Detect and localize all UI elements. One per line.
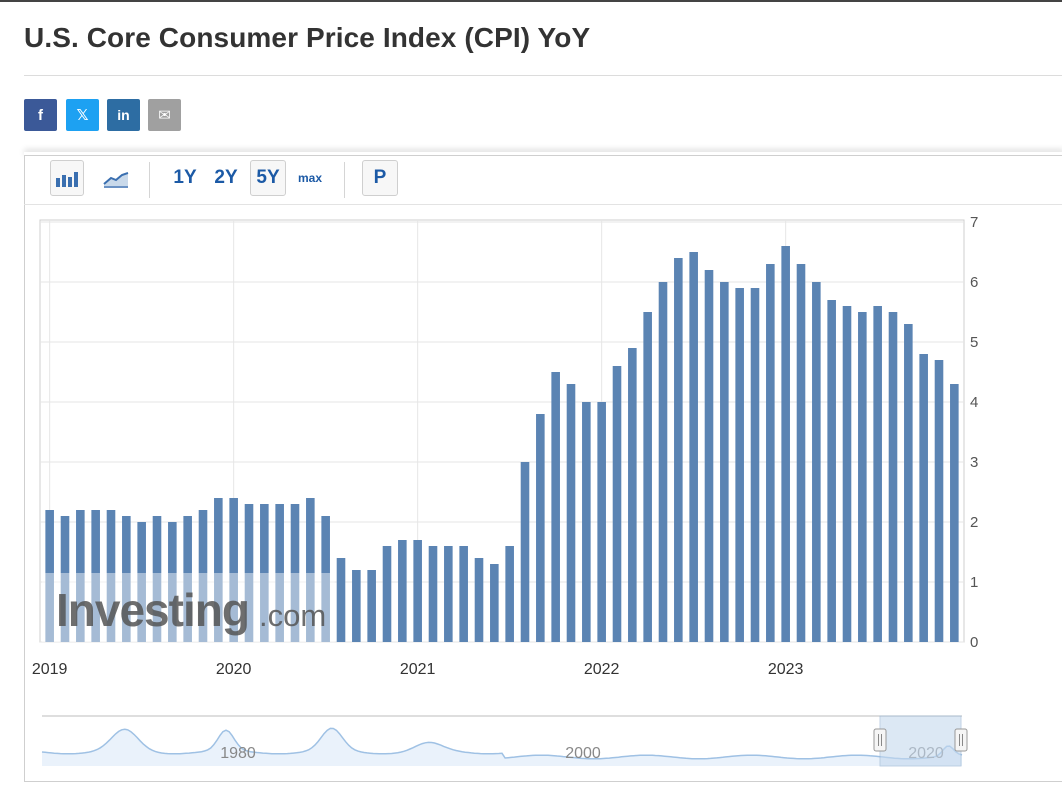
email-share-button[interactable]: ✉ bbox=[148, 99, 181, 131]
top-border bbox=[0, 0, 1062, 2]
chart-toolbar: 1Y 2Y 5Y max P bbox=[24, 156, 1062, 205]
area-chart-button[interactable] bbox=[98, 160, 134, 196]
area-chart-icon bbox=[103, 172, 129, 188]
linkedin-share-button[interactable]: in bbox=[107, 99, 140, 131]
envelope-icon: ✉ bbox=[158, 107, 171, 124]
p-button[interactable]: P bbox=[362, 160, 398, 196]
x-twitter-icon: 𝕏 bbox=[76, 107, 89, 124]
toolbar-separator bbox=[344, 162, 345, 198]
title-divider bbox=[24, 75, 1062, 76]
facebook-share-button[interactable]: f bbox=[24, 99, 57, 131]
bar-chart-icon bbox=[56, 172, 78, 187]
page-title: U.S. Core Consumer Price Index (CPI) YoY bbox=[24, 22, 591, 53]
range-5y-button[interactable]: 5Y bbox=[250, 160, 286, 196]
bar-chart-button[interactable] bbox=[50, 160, 84, 196]
range-2y-button[interactable]: 2Y bbox=[214, 167, 238, 188]
range-max-button[interactable]: max bbox=[297, 171, 323, 185]
range-1y-button[interactable]: 1Y bbox=[173, 167, 197, 188]
twitter-share-button[interactable]: 𝕏 bbox=[66, 99, 99, 131]
toolbar-separator bbox=[149, 162, 150, 198]
facebook-icon: f bbox=[38, 106, 43, 124]
chart-panel bbox=[24, 155, 1062, 782]
linkedin-icon: in bbox=[117, 107, 130, 123]
